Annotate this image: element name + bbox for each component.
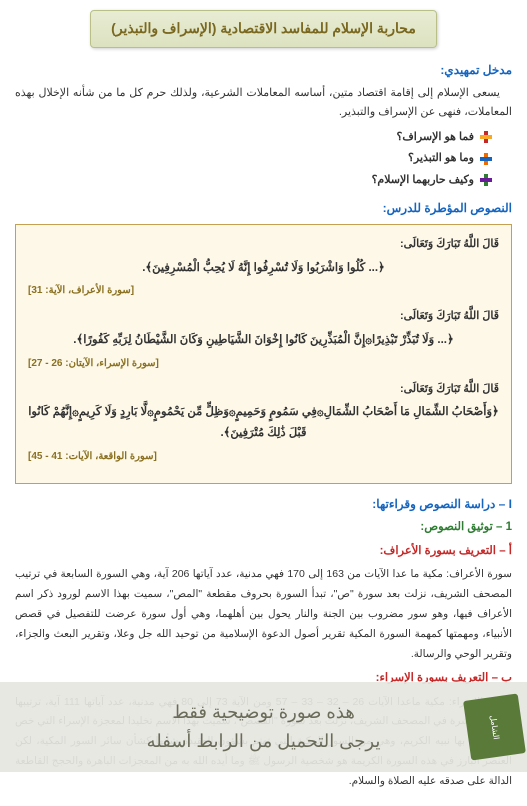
verses-box: قَالَ اللَّهُ تَبَارَكَ وَتَعَالَى: ﴿...… (15, 224, 512, 484)
verse-intro: قَالَ اللَّهُ تَبَارَكَ وَتَعَالَى: (28, 380, 499, 399)
watermark-line-2: يرجى التحميل من الرابط أسفله (147, 727, 381, 756)
item-a-header: أ – التعريف بسورة الأعراف: (15, 542, 512, 562)
watermark-overlay: الشامل هذه صورة توضيحية فقط يرجى التحميل… (0, 682, 527, 772)
watermark-badge: الشامل (463, 693, 526, 760)
plus-icon (480, 131, 492, 143)
intro-header: مدخل تمهيدي: (15, 60, 512, 80)
verse-block: قَالَ اللَّهُ تَبَارَكَ وَتَعَالَى: ﴿...… (28, 307, 499, 371)
plus-icon (480, 153, 492, 165)
verse-block: قَالَ اللَّهُ تَبَارَكَ وَتَعَالَى: ﴿وَأ… (28, 380, 499, 465)
intro-paragraph: يسعى الإسلام إلى إقامة اقتصاد متين، أساس… (15, 84, 512, 121)
verse-text: ﴿... كُلُوا وَاشْرَبُوا وَلَا تُسْرِفُوا… (28, 258, 499, 279)
verse-intro: قَالَ اللَّهُ تَبَارَكَ وَتَعَالَى: (28, 235, 499, 254)
verse-text: ﴿وَأَصْحَابُ الشِّمَالِ مَا أَصْحَابُ ال… (28, 402, 499, 443)
verse-reference: [سورة الأعراف، الآية: 31] (28, 282, 499, 299)
watermark-line-1: هذه صورة توضيحية فقط (172, 698, 355, 727)
badge-text: الشامل (488, 714, 500, 740)
bullet-text: وما هو التبذير؟ (408, 149, 474, 168)
verse-intro: قَالَ اللَّهُ تَبَارَكَ وَتَعَالَى: (28, 307, 499, 326)
section-i-header: I – دراسة النصوص وقراءتها: (15, 494, 512, 514)
bullet-item: فما هو الإسراف؟ (35, 128, 492, 147)
lesson-title-box: محاربة الإسلام للمفاسد الاقتصادية (الإسر… (90, 10, 437, 48)
bullet-item: وما هو التبذير؟ (35, 149, 492, 168)
nusus-header: النصوص المؤطرة للدرس: (15, 198, 512, 218)
bullet-text: فما هو الإسراف؟ (397, 128, 474, 147)
paragraph-a: سورة الأعراف: مكية ما عدا الآيات من 163 … (15, 565, 512, 665)
verse-block: قَالَ اللَّهُ تَبَارَكَ وَتَعَالَى: ﴿...… (28, 235, 499, 299)
bullet-item: وكيف حاربهما الإسلام؟ (35, 171, 492, 190)
subsection-1: 1 – توثيق النصوص: (15, 518, 512, 538)
plus-icon (480, 174, 492, 186)
bullet-text: وكيف حاربهما الإسلام؟ (372, 171, 474, 190)
lesson-title: محاربة الإسلام للمفاسد الاقتصادية (الإسر… (111, 20, 416, 36)
verse-text: ﴿... وَلَا تُبَذِّرْ تَبْذِيرًا۞إِنَّ ال… (28, 330, 499, 351)
verse-reference: [سورة الواقعة، الآيات: 41 - 45] (28, 448, 499, 465)
questions-list: فما هو الإسراف؟ وما هو التبذير؟ وكيف حار… (35, 128, 492, 190)
verse-reference: [سورة الإسراء، الآيتان: 26 - 27] (28, 355, 499, 372)
